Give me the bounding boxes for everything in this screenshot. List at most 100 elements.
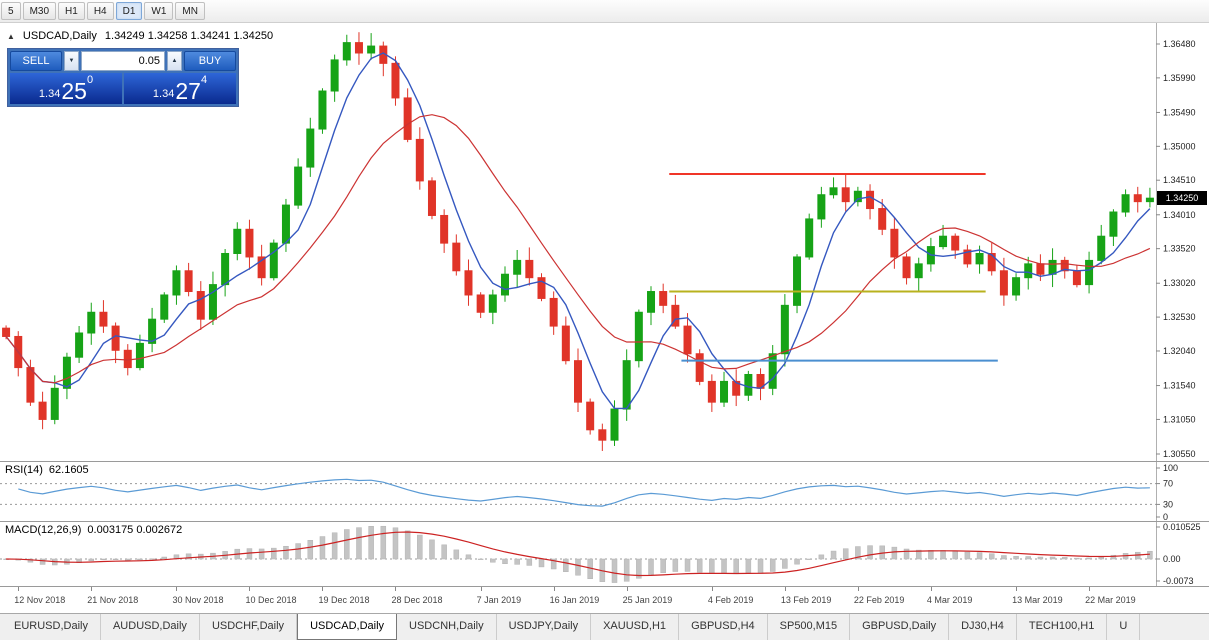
date-tick bbox=[91, 587, 93, 591]
date-label: 4 Feb 2019 bbox=[707, 595, 754, 605]
chart-tab-u[interactable]: U bbox=[1107, 614, 1141, 640]
ohlc-values: 1.34249 1.34258 1.34241 1.34250 bbox=[104, 30, 274, 42]
chart-tab-gbpusd-h4[interactable]: GBPUSD,H4 bbox=[679, 614, 768, 640]
chart-tab-xauusd-h1[interactable]: XAUUSD,H1 bbox=[591, 614, 680, 640]
timeframe-button-5[interactable]: 5 bbox=[1, 2, 21, 20]
chart-tab-usdcad-daily[interactable]: USDCAD,Daily bbox=[297, 614, 398, 640]
chart-tab-usdjpy-daily[interactable]: USDJPY,Daily bbox=[497, 614, 592, 640]
rsi-chart[interactable]: 100 70 30 0 bbox=[0, 462, 1209, 522]
chart-tabbar: EURUSD,Daily AUDUSD,Daily USDCHF,Daily USDC… bbox=[0, 613, 1209, 640]
macd-panel: 0.010525 0.00 -0.0073 MACD(12,26,9) 0.0031… bbox=[0, 521, 1209, 587]
date-label: 22 Feb 2019 bbox=[853, 595, 905, 605]
chevron-down-icon: ▼ bbox=[68, 58, 75, 64]
buy-price-pips: 27 bbox=[175, 78, 201, 104]
svg-text:-0.0073: -0.0073 bbox=[1163, 576, 1194, 586]
svg-text:1.30550: 1.30550 bbox=[1163, 449, 1196, 459]
date-tick bbox=[176, 587, 178, 591]
chart-tab-usdcnh-daily[interactable]: USDCNH,Daily bbox=[397, 614, 497, 640]
chart-tab-tech100-h1[interactable]: TECH100,H1 bbox=[1017, 614, 1108, 640]
date-tick bbox=[553, 587, 555, 591]
svg-text:1.35000: 1.35000 bbox=[1163, 141, 1196, 151]
svg-text:1.34510: 1.34510 bbox=[1163, 175, 1196, 185]
timeframe-button-w1[interactable]: W1 bbox=[144, 2, 174, 20]
svg-text:1.35990: 1.35990 bbox=[1163, 73, 1196, 83]
time-axis[interactable]: 12 Nov 2018 21 Nov 2018 30 Nov 2018 10 Dec … bbox=[0, 586, 1209, 613]
buy-price-prefix: 1.34 bbox=[152, 88, 175, 100]
volume-decrease-button[interactable]: ▼ bbox=[64, 51, 79, 71]
timeframe-toolbar: 5 M30 H1 H4 D1 W1 MN bbox=[0, 0, 1209, 23]
one-click-panel-toggle-icon[interactable]: ▲ bbox=[7, 31, 15, 41]
svg-text:1.34010: 1.34010 bbox=[1163, 210, 1196, 220]
date-tick bbox=[322, 587, 324, 591]
date-label: 16 Jan 2019 bbox=[549, 595, 600, 605]
svg-text:1.35490: 1.35490 bbox=[1163, 107, 1196, 117]
date-label: 21 Nov 2018 bbox=[87, 595, 139, 605]
date-label: 30 Nov 2018 bbox=[172, 595, 224, 605]
date-tick bbox=[930, 587, 932, 591]
date-tick bbox=[626, 587, 628, 591]
date-tick bbox=[480, 587, 482, 591]
svg-text:1.33020: 1.33020 bbox=[1163, 278, 1196, 288]
rsi-panel: 100 70 30 0 RSI(14) 62.1605 bbox=[0, 461, 1209, 522]
date-tick bbox=[1016, 587, 1018, 591]
svg-text:0: 0 bbox=[1163, 512, 1168, 522]
svg-text:0.010525: 0.010525 bbox=[1163, 522, 1201, 532]
svg-text:1.32530: 1.32530 bbox=[1163, 312, 1196, 322]
svg-text:1.33520: 1.33520 bbox=[1163, 244, 1196, 254]
timeframe-button-mn[interactable]: MN bbox=[175, 2, 205, 20]
chevron-up-icon: ▲ bbox=[171, 58, 178, 64]
svg-text:30: 30 bbox=[1163, 499, 1173, 509]
date-label: 22 Mar 2019 bbox=[1085, 595, 1136, 605]
buy-price[interactable]: 1.34 27 4 bbox=[124, 73, 236, 104]
main-chart-panel: 1.36480 1.35990 1.35490 1.35000 1.34510 1.340… bbox=[0, 23, 1209, 461]
svg-text:1.32040: 1.32040 bbox=[1163, 346, 1196, 356]
date-label: 28 Dec 2018 bbox=[391, 595, 443, 605]
date-label: 4 Mar 2019 bbox=[926, 595, 973, 605]
rsi-value: 62.1605 bbox=[48, 464, 89, 476]
chart-tab-audusd-daily[interactable]: AUDUSD,Daily bbox=[101, 614, 200, 640]
timeframe-button-h4[interactable]: H4 bbox=[86, 2, 114, 20]
date-label: 13 Mar 2019 bbox=[1012, 595, 1063, 605]
svg-text:100: 100 bbox=[1163, 463, 1178, 473]
svg-text:1.36480: 1.36480 bbox=[1163, 39, 1196, 49]
rsi-label: RSI(14) 62.1605 bbox=[5, 464, 89, 476]
chart-tab-eurusd-daily[interactable]: EURUSD,Daily bbox=[2, 614, 101, 640]
date-label: 7 Jan 2019 bbox=[476, 595, 522, 605]
sell-price-prefix: 1.34 bbox=[38, 88, 61, 100]
date-tick bbox=[249, 587, 251, 591]
date-label: 25 Jan 2019 bbox=[622, 595, 673, 605]
sell-price-pips: 25 bbox=[61, 78, 87, 104]
macd-label: MACD(12,26,9) 0.003175 0.002672 bbox=[5, 524, 182, 536]
date-tick bbox=[18, 587, 20, 591]
date-label: 19 Dec 2018 bbox=[318, 595, 370, 605]
timeframe-button-m30[interactable]: M30 bbox=[22, 2, 57, 20]
macd-chart[interactable]: 0.010525 0.00 -0.0073 bbox=[0, 522, 1209, 587]
chart-tab-dj30-h4[interactable]: DJ30,H4 bbox=[949, 614, 1017, 640]
sell-price-pipette: 0 bbox=[86, 74, 94, 86]
sell-price[interactable]: 1.34 25 0 bbox=[10, 73, 122, 104]
rsi-name: RSI(14) bbox=[5, 464, 43, 476]
buy-button[interactable]: BUY bbox=[184, 51, 236, 71]
timeframe-button-h1[interactable]: H1 bbox=[58, 2, 85, 20]
chart-tab-usdchf-daily[interactable]: USDCHF,Daily bbox=[200, 614, 298, 640]
buy-price-pipette: 4 bbox=[200, 74, 208, 86]
volume-input[interactable] bbox=[81, 51, 165, 71]
macd-name: MACD(12,26,9) bbox=[5, 524, 82, 536]
candlestick-chart[interactable]: 1.364801.359901.354901.350001.345101.340… bbox=[0, 23, 1209, 461]
svg-text:0.00: 0.00 bbox=[1163, 554, 1181, 564]
timeframe-button-d1[interactable]: D1 bbox=[115, 2, 143, 20]
date-tick bbox=[784, 587, 786, 591]
macd-value: 0.003175 0.002672 bbox=[87, 524, 183, 536]
price-axis[interactable] bbox=[1157, 23, 1209, 461]
volume-increase-button[interactable]: ▲ bbox=[167, 51, 182, 71]
date-tick bbox=[857, 587, 859, 591]
date-label: 12 Nov 2018 bbox=[14, 595, 66, 605]
chart-tab-sp500-m15[interactable]: SP500,M15 bbox=[768, 614, 851, 640]
date-tick bbox=[395, 587, 397, 591]
symbol-info: ▲ USDCAD,Daily 1.34249 1.34258 1.34241 1… bbox=[7, 30, 273, 42]
sell-button[interactable]: SELL bbox=[10, 51, 62, 71]
current-price-tag: 1.34250 bbox=[1157, 191, 1207, 206]
chart-tab-gbpusd-daily[interactable]: GBPUSD,Daily bbox=[850, 614, 950, 640]
svg-text:1.31050: 1.31050 bbox=[1163, 414, 1196, 424]
